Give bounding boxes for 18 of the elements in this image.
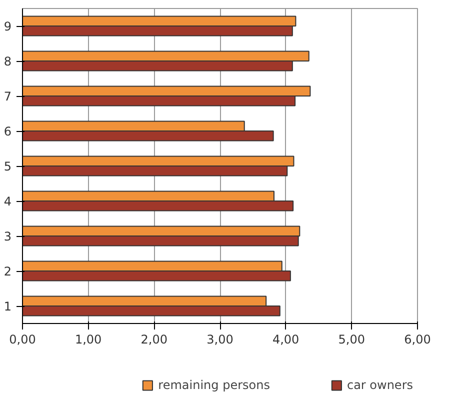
- y-tick-label: 8: [4, 54, 12, 68]
- y-tick-label: 3: [4, 230, 12, 244]
- x-tick-label: 2,00: [140, 332, 168, 346]
- y-tick-label: 1: [4, 300, 12, 314]
- x-tick-label: 0,00: [9, 332, 36, 346]
- y-tick-label: 7: [4, 90, 12, 104]
- y-tick-label: 6: [4, 124, 12, 138]
- x-tick-label: 6,00: [404, 332, 431, 346]
- x-tick-label: 4,00: [272, 332, 300, 346]
- legend-label: remaining persons: [158, 378, 270, 392]
- x-tick-label: 1,00: [74, 332, 102, 346]
- y-tick-label: 5: [4, 160, 12, 174]
- y-tick-label: 4: [4, 194, 12, 208]
- x-tick-label: 3,00: [206, 332, 234, 346]
- legend-label: car owners: [346, 378, 413, 392]
- x-tick-label: 5,00: [338, 332, 366, 346]
- y-tick-label: 9: [4, 20, 12, 34]
- y-tick-label: 2: [4, 264, 12, 278]
